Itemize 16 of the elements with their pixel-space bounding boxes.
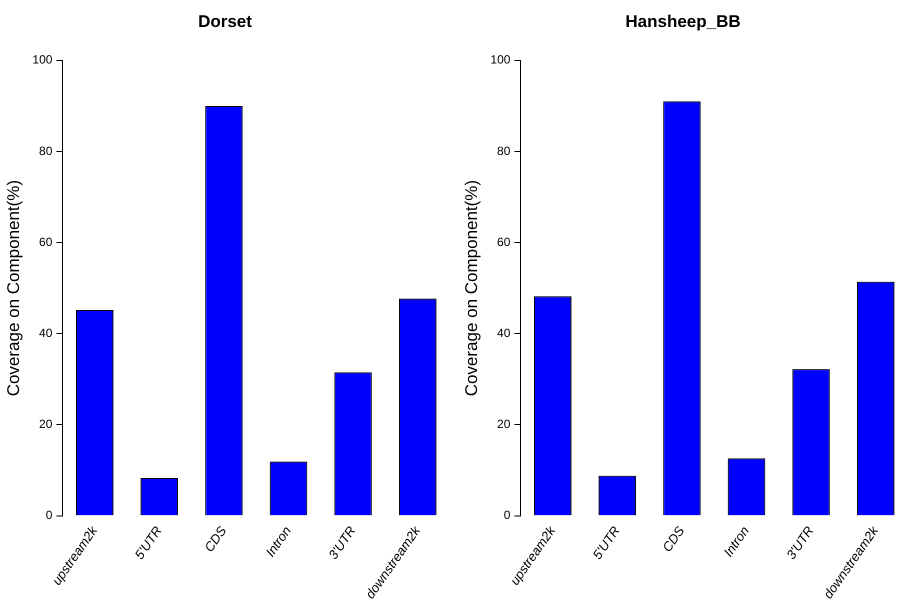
y-tick-label: 0	[504, 508, 511, 522]
y-tick-label: 80	[39, 144, 53, 158]
y-axis-title: Coverage on Component(%)	[462, 180, 481, 396]
chart-title: Dorset	[198, 12, 252, 31]
y-tick-label: 20	[39, 417, 53, 432]
y-tick-label: 100	[32, 52, 53, 67]
y-tick-label: 60	[497, 234, 511, 249]
y-tick-label: 0	[46, 508, 53, 522]
y-axis-title: Coverage on Component(%)	[4, 180, 23, 396]
y-tick-label: 100	[490, 52, 511, 67]
y-tick-label: 60	[39, 234, 53, 249]
chart-title: Hansheep_BB	[625, 12, 741, 31]
y-tick-label: 40	[39, 326, 53, 340]
y-tick-label: 40	[497, 326, 511, 340]
y-tick-label: 20	[497, 417, 511, 432]
y-tick-label: 80	[497, 144, 511, 158]
